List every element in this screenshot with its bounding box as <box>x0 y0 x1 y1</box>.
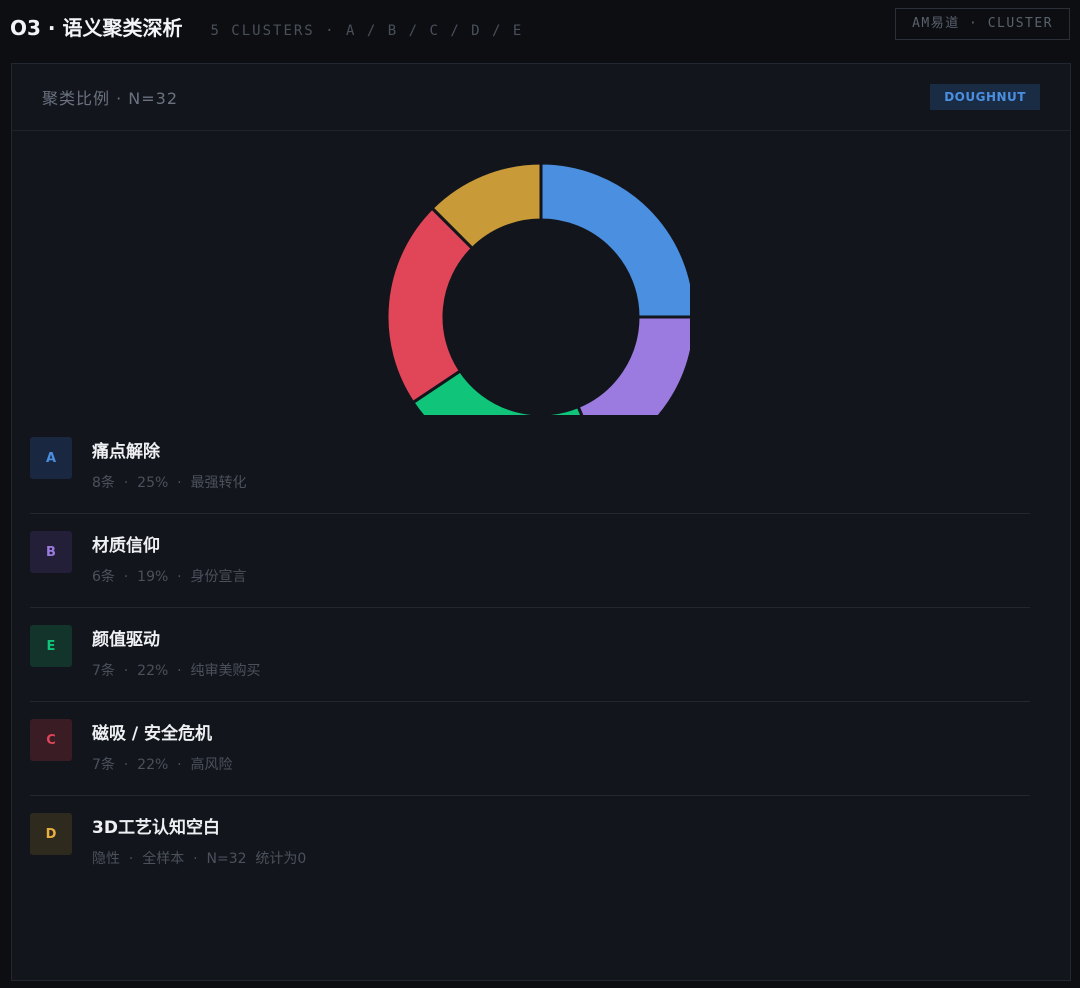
page-title: O3 · 语义聚类深析 <box>10 16 183 40</box>
cluster-letter-badge: D <box>30 813 72 855</box>
cluster-item-e: E 颜值驱动 7条 · 22% · 纯审美购买 <box>30 608 1030 702</box>
doughnut-chart <box>385 161 690 415</box>
slice-d <box>429 161 543 251</box>
cluster-meta: 7条 · 22% · 纯审美购买 <box>92 663 261 679</box>
slice-b <box>576 315 690 415</box>
brand-tag: AM易道 · CLUSTER <box>895 8 1070 40</box>
cluster-name: 颜值驱动 <box>92 630 160 650</box>
cluster-item-a: A 痛点解除 8条 · 25% · 最强转化 <box>30 420 1030 514</box>
cluster-name: 痛点解除 <box>92 442 160 462</box>
cluster-meta: 7条 · 22% · 高风险 <box>92 757 233 773</box>
cluster-item-c: C 磁吸 / 安全危机 7条 · 22% · 高风险 <box>30 702 1030 796</box>
cluster-meta: 隐性 · 全样本 · N=32 统计为0 <box>92 851 307 867</box>
cluster-letter-badge: A <box>30 437 72 479</box>
cluster-letter-badge: C <box>30 719 72 761</box>
panel-title: 聚类比例 · N=32 <box>42 89 178 108</box>
cluster-letter-badge: E <box>30 625 72 667</box>
cluster-letter-badge: B <box>30 531 72 573</box>
cluster-name: 材质信仰 <box>92 536 160 556</box>
cluster-item-b: B 材质信仰 6条 · 19% · 身份宣言 <box>30 514 1030 608</box>
panel-header: 聚类比例 · N=32 DOUGHNUT <box>12 64 1070 131</box>
chart-type-badge: DOUGHNUT <box>930 84 1040 110</box>
cluster-name: 磁吸 / 安全危机 <box>92 724 213 744</box>
slice-a <box>539 161 690 319</box>
cluster-list: A 痛点解除 8条 · 25% · 最强转化 B 材质信仰 6条 · 19% · … <box>30 420 1030 890</box>
cluster-name: 3D工艺认知空白 <box>92 818 220 838</box>
cluster-meta: 8条 · 25% · 最强转化 <box>92 475 247 491</box>
cluster-item-d: D 3D工艺认知空白 隐性 · 全样本 · N=32 统计为0 <box>30 796 1030 890</box>
cluster-meta: 6条 · 19% · 身份宣言 <box>92 569 247 585</box>
page-subtitle: 5 CLUSTERS · A / B / C / D / E <box>210 23 524 39</box>
page-header: O3 · 语义聚类深析 5 CLUSTERS · A / B / C / D /… <box>10 12 523 41</box>
